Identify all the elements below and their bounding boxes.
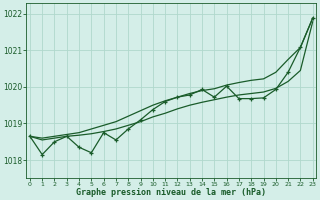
X-axis label: Graphe pression niveau de la mer (hPa): Graphe pression niveau de la mer (hPa) <box>76 188 266 197</box>
